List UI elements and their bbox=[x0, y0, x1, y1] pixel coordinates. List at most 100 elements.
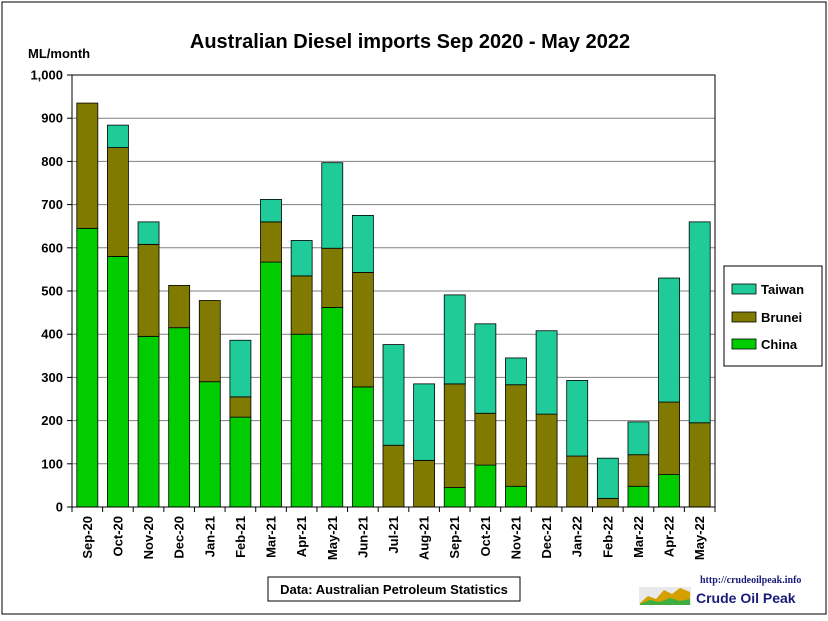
y-axis-label: ML/month bbox=[28, 46, 90, 61]
x-tick-label: Dec-20 bbox=[172, 516, 187, 559]
bar-brunei-feb-22 bbox=[596, 497, 619, 508]
x-tick-label: Oct-20 bbox=[110, 516, 125, 556]
bar-china-nov-20 bbox=[137, 335, 160, 508]
data-source-text: Data: Australian Petroleum Statistics bbox=[280, 582, 508, 597]
logo-graphic-wave-2 bbox=[640, 598, 690, 605]
y-tick-label: 600 bbox=[41, 240, 63, 255]
bar-brunei-jan-21 bbox=[198, 300, 221, 383]
bar-china-may-21 bbox=[321, 307, 344, 508]
x-tick-label: Jul-21 bbox=[386, 516, 401, 554]
x-tick-label: Mar-21 bbox=[264, 516, 279, 558]
bar-china-oct-21 bbox=[474, 464, 497, 508]
x-tick-label: May-21 bbox=[325, 516, 340, 560]
legend-label-china: China bbox=[761, 337, 798, 352]
bar-brunei-jun-21 bbox=[351, 272, 374, 388]
bar-brunei-feb-21 bbox=[229, 396, 252, 418]
bar-taiwan-jul-21 bbox=[382, 344, 405, 446]
bar-china-feb-21 bbox=[229, 416, 252, 508]
crude-oil-peak-logo: http://crudeoilpeak.info Crude Oil Peak bbox=[639, 575, 801, 606]
y-tick-label: 1,000 bbox=[30, 68, 63, 83]
logo-name: Crude Oil Peak bbox=[696, 590, 796, 606]
bar-china-oct-20 bbox=[107, 256, 129, 508]
bar-taiwan-apr-22 bbox=[658, 277, 680, 403]
y-tick-label: 800 bbox=[41, 154, 63, 169]
bar-brunei-nov-21 bbox=[505, 384, 527, 487]
bar-taiwan-dec-21 bbox=[535, 330, 558, 415]
bar-taiwan-oct-20 bbox=[107, 124, 129, 148]
bar-brunei-dec-20 bbox=[168, 284, 191, 329]
bar-brunei-sep-21 bbox=[443, 383, 466, 488]
bar-china-jun-21 bbox=[351, 386, 374, 508]
x-tick-label: Oct-21 bbox=[478, 516, 493, 556]
bar-china-sep-20 bbox=[76, 227, 99, 508]
y-tick-label: 200 bbox=[41, 413, 63, 428]
logo-url: http://crudeoilpeak.info bbox=[700, 575, 801, 586]
y-axis-ticks: 0 100 200 300 400 500 600 700 800 900 1,000 bbox=[30, 68, 72, 515]
bar-taiwan-aug-21 bbox=[413, 383, 436, 461]
x-tick-label: Jun-21 bbox=[355, 516, 370, 558]
logo-graphic-wave bbox=[640, 588, 690, 604]
y-tick-label: 400 bbox=[41, 327, 63, 342]
bar-taiwan-mar-21 bbox=[260, 199, 282, 223]
x-tick-label: Aug-21 bbox=[417, 516, 432, 560]
x-tick-label: Dec-21 bbox=[539, 516, 554, 559]
bar-china-jan-21 bbox=[198, 381, 221, 508]
x-tick-label: May-22 bbox=[692, 516, 707, 560]
x-tick-label: Sep-20 bbox=[80, 516, 95, 559]
bar-brunei-jul-21 bbox=[382, 444, 405, 508]
y-tick-label: 0 bbox=[56, 500, 63, 515]
x-tick-label: Jan-21 bbox=[202, 516, 217, 557]
legend: Taiwan Brunei China bbox=[723, 265, 823, 367]
note-box bbox=[267, 576, 521, 602]
y-tick-label: 700 bbox=[41, 197, 63, 212]
x-tick-label: Sep-21 bbox=[447, 516, 462, 559]
x-tick-label: Mar-22 bbox=[631, 516, 646, 558]
x-tick-label: Nov-20 bbox=[141, 516, 156, 559]
bar-taiwan-may-21 bbox=[321, 162, 344, 249]
bar-taiwan-sep-21 bbox=[443, 294, 466, 385]
bar-brunei-may-21 bbox=[321, 247, 344, 308]
bar-brunei-sep-20 bbox=[76, 102, 99, 229]
bars bbox=[76, 102, 711, 508]
bar-brunei-aug-21 bbox=[413, 459, 436, 508]
bar-taiwan-oct-21 bbox=[474, 323, 497, 414]
x-axis-ticks: Sep-20 Oct-20 Nov-20 Dec-20 Jan-21 Feb-21 Mar-… bbox=[71, 507, 716, 560]
bar-taiwan-apr-21 bbox=[290, 240, 313, 277]
legend-swatch-china bbox=[731, 338, 757, 350]
bar-brunei-apr-21 bbox=[290, 275, 313, 335]
x-tick-label: Feb-22 bbox=[600, 516, 615, 558]
bar-brunei-oct-21 bbox=[474, 412, 497, 466]
bar-china-mar-22 bbox=[627, 485, 650, 508]
bar-taiwan-nov-20 bbox=[137, 221, 160, 245]
legend-label-taiwan: Taiwan bbox=[761, 282, 804, 297]
x-tick-label: Apr-21 bbox=[294, 516, 309, 557]
y-tick-label: 300 bbox=[41, 370, 63, 385]
legend-swatch-brunei bbox=[731, 311, 757, 323]
x-tick-label: Jan-22 bbox=[570, 516, 585, 557]
bar-taiwan-mar-22 bbox=[627, 421, 650, 456]
bar-taiwan-jan-22 bbox=[566, 380, 589, 457]
x-tick-label: Apr-22 bbox=[662, 516, 677, 557]
x-tick-label: Feb-21 bbox=[233, 516, 248, 558]
bar-china-apr-21 bbox=[290, 333, 313, 508]
bar-china-sep-21 bbox=[443, 487, 466, 508]
bar-brunei-may-22 bbox=[688, 422, 711, 508]
bar-brunei-nov-20 bbox=[137, 243, 160, 337]
bar-china-dec-20 bbox=[168, 327, 191, 508]
bar-taiwan-feb-22 bbox=[596, 457, 619, 499]
bar-china-apr-22 bbox=[658, 474, 680, 508]
bar-brunei-mar-22 bbox=[627, 454, 650, 487]
legend-swatch-taiwan bbox=[731, 283, 757, 295]
x-tick-label: Nov-21 bbox=[508, 516, 523, 559]
bar-brunei-apr-22 bbox=[658, 401, 680, 475]
legend-label-brunei: Brunei bbox=[761, 310, 802, 325]
bar-china-mar-21 bbox=[260, 261, 282, 508]
y-tick-label: 100 bbox=[41, 456, 63, 471]
chart-title: Australian Diesel imports Sep 2020 - May… bbox=[190, 31, 630, 53]
bar-brunei-dec-21 bbox=[535, 413, 558, 508]
y-tick-label: 500 bbox=[41, 284, 63, 299]
bar-brunei-jan-22 bbox=[566, 455, 589, 508]
